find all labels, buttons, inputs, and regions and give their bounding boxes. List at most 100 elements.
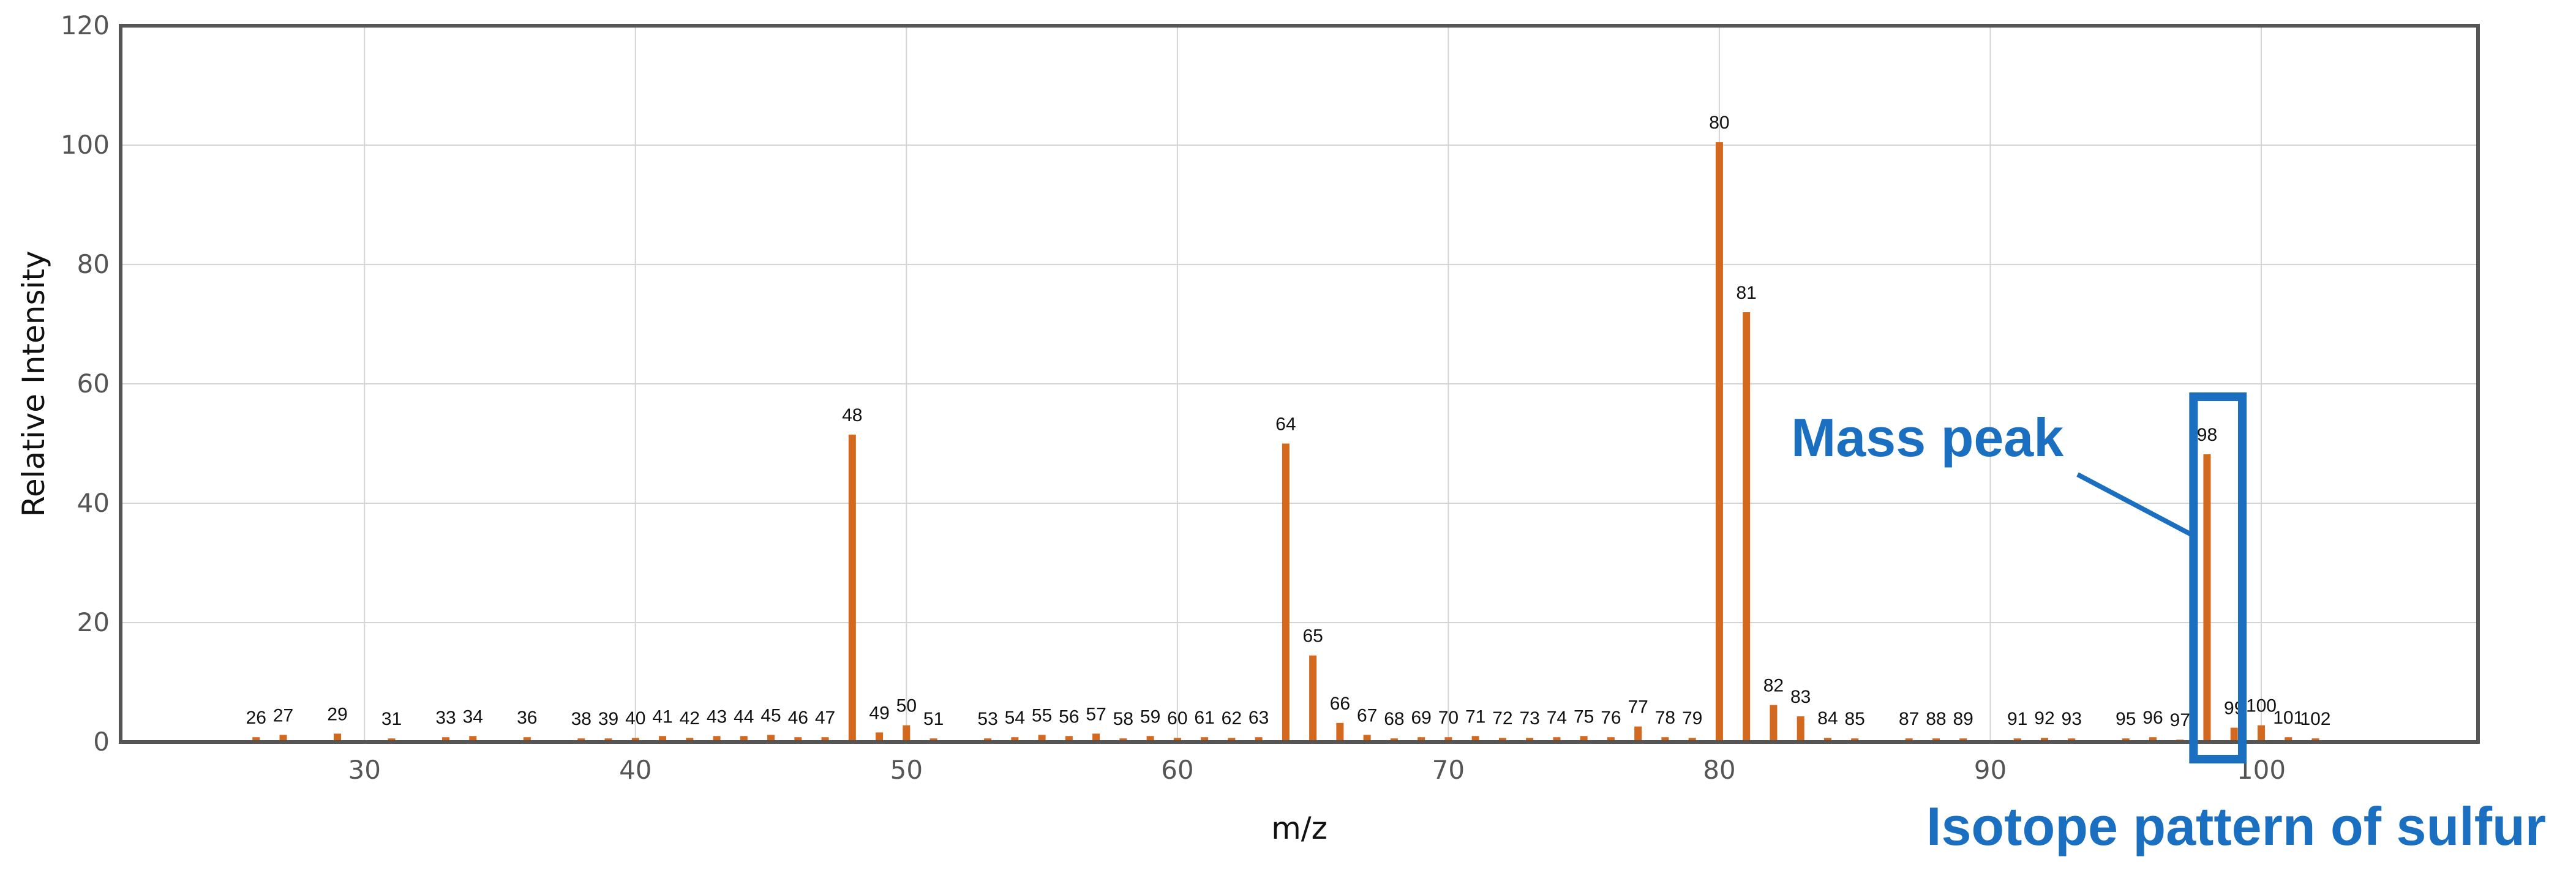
- peak-bar: [2257, 725, 2265, 742]
- peak-label: 76: [1601, 708, 1621, 728]
- peak-bar: [1526, 738, 1534, 742]
- x-tick-label: 90: [1974, 755, 2007, 785]
- peak-bar: [1255, 737, 1263, 742]
- peak-label: 55: [1032, 705, 1052, 725]
- peak-label: 70: [1438, 708, 1459, 728]
- peak-bar: [1770, 705, 1778, 742]
- peak-label: 48: [842, 405, 862, 425]
- peak-label: 83: [1790, 687, 1811, 707]
- x-tick-label: 70: [1432, 755, 1465, 785]
- peak-bar: [821, 737, 829, 742]
- peak-label: 64: [1275, 414, 1296, 435]
- peak-bar: [1065, 736, 1073, 742]
- peak-label: 53: [977, 709, 997, 729]
- peak-label: 93: [2062, 709, 2082, 729]
- peak-label: 38: [571, 709, 591, 729]
- peak-label: 44: [734, 706, 754, 727]
- peak-label: 31: [381, 709, 402, 729]
- peak-label: 54: [1005, 708, 1025, 728]
- peak-label: 88: [1926, 709, 1946, 729]
- x-tick-label: 80: [1703, 755, 1735, 785]
- peak-label: 68: [1384, 709, 1404, 729]
- peak-label: 91: [2007, 709, 2027, 729]
- y-tick-label: 120: [61, 10, 110, 40]
- peak-bar: [2230, 727, 2238, 742]
- y-axis-label: Relative Intensity: [16, 250, 51, 517]
- x-tick-label: 60: [1161, 755, 1193, 785]
- peak-label: 34: [463, 706, 483, 727]
- peak-bar: [1634, 726, 1642, 742]
- peak-label: 27: [273, 705, 293, 725]
- peak-bar: [1092, 733, 1100, 742]
- peak-bar: [1228, 738, 1236, 742]
- peak-label: 42: [680, 708, 700, 729]
- peak-bar: [659, 736, 667, 742]
- grid: [121, 25, 2478, 743]
- peak-label: 72: [1492, 708, 1512, 729]
- peak-label: 61: [1194, 708, 1214, 728]
- peak-bar: [1661, 737, 1669, 742]
- peak-bar: [1797, 716, 1804, 742]
- peak-bar: [1444, 737, 1452, 742]
- peak-bar: [686, 738, 694, 742]
- peak-label: 77: [1628, 697, 1648, 718]
- peak-bar: [469, 736, 477, 742]
- peak-label: 74: [1547, 708, 1567, 728]
- peak-bar: [794, 737, 802, 742]
- callout-line: [2076, 472, 2195, 538]
- peak-label: 101: [2273, 708, 2304, 728]
- peak-label: 60: [1167, 708, 1187, 729]
- peak-bar: [1201, 737, 1209, 742]
- y-tick-label: 0: [93, 727, 110, 757]
- peak-label: 67: [1357, 705, 1377, 725]
- peak-bar: [1011, 737, 1019, 742]
- peak-label: 46: [788, 708, 808, 728]
- peak-bar: [1743, 312, 1751, 742]
- plot-frame: [119, 24, 2480, 744]
- peak-label: 92: [2034, 708, 2054, 729]
- peak-label: 41: [652, 706, 672, 727]
- peak-bar: [2040, 738, 2048, 742]
- peak-bar: [1715, 142, 1723, 742]
- y-tick-label: 60: [77, 369, 110, 399]
- peak-bar: [279, 735, 287, 742]
- mass-peak-annotation: Mass peak: [1791, 407, 2064, 468]
- peak-label: 96: [2142, 708, 2163, 728]
- peak-label: 85: [1844, 709, 1864, 729]
- peak-label: 47: [815, 708, 835, 728]
- peak-label: 58: [1113, 709, 1133, 729]
- peak-label: 98: [2197, 425, 2217, 445]
- peak-label: 71: [1465, 706, 1485, 727]
- peak-label: 51: [923, 709, 944, 729]
- peak-bar: [740, 736, 748, 742]
- peak-bar: [848, 434, 856, 742]
- peak-label: 75: [1574, 706, 1594, 727]
- peak-label: 84: [1817, 708, 1838, 729]
- x-tick-label: 50: [890, 755, 923, 785]
- peak-label: 40: [625, 708, 645, 729]
- peak-bar: [1282, 443, 1290, 742]
- peak-bar: [1498, 738, 1506, 742]
- peak-bar: [2203, 454, 2211, 742]
- peak-label: 73: [1519, 708, 1539, 729]
- x-tick-label: 30: [348, 755, 381, 785]
- peak-bar: [767, 735, 775, 742]
- peak-label: 102: [2300, 709, 2330, 729]
- peak-bar: [876, 732, 884, 742]
- peak-label: 81: [1736, 283, 1756, 303]
- peak-bar: [1038, 735, 1046, 742]
- y-tick-label: 40: [77, 488, 110, 518]
- peak-labels: 26 27 29 31 33 34 36 38 39 40 41 42 43 44 45 46 47 48 49 50…: [246, 113, 2331, 730]
- peak-label: 79: [1682, 708, 1702, 729]
- peak-label: 78: [1655, 708, 1675, 728]
- peak-label: 57: [1086, 704, 1106, 724]
- peak-label: 63: [1249, 708, 1269, 728]
- peak-label: 39: [598, 709, 618, 729]
- peak-bar: [2149, 737, 2157, 742]
- peak-label: 95: [2116, 709, 2136, 729]
- peak-label: 26: [246, 708, 266, 728]
- x-axis-label: m/z: [1271, 811, 1327, 846]
- peak-label: 59: [1140, 706, 1160, 727]
- x-axis-ticks: 30 40 50 60 70 80 90 100: [348, 755, 2286, 785]
